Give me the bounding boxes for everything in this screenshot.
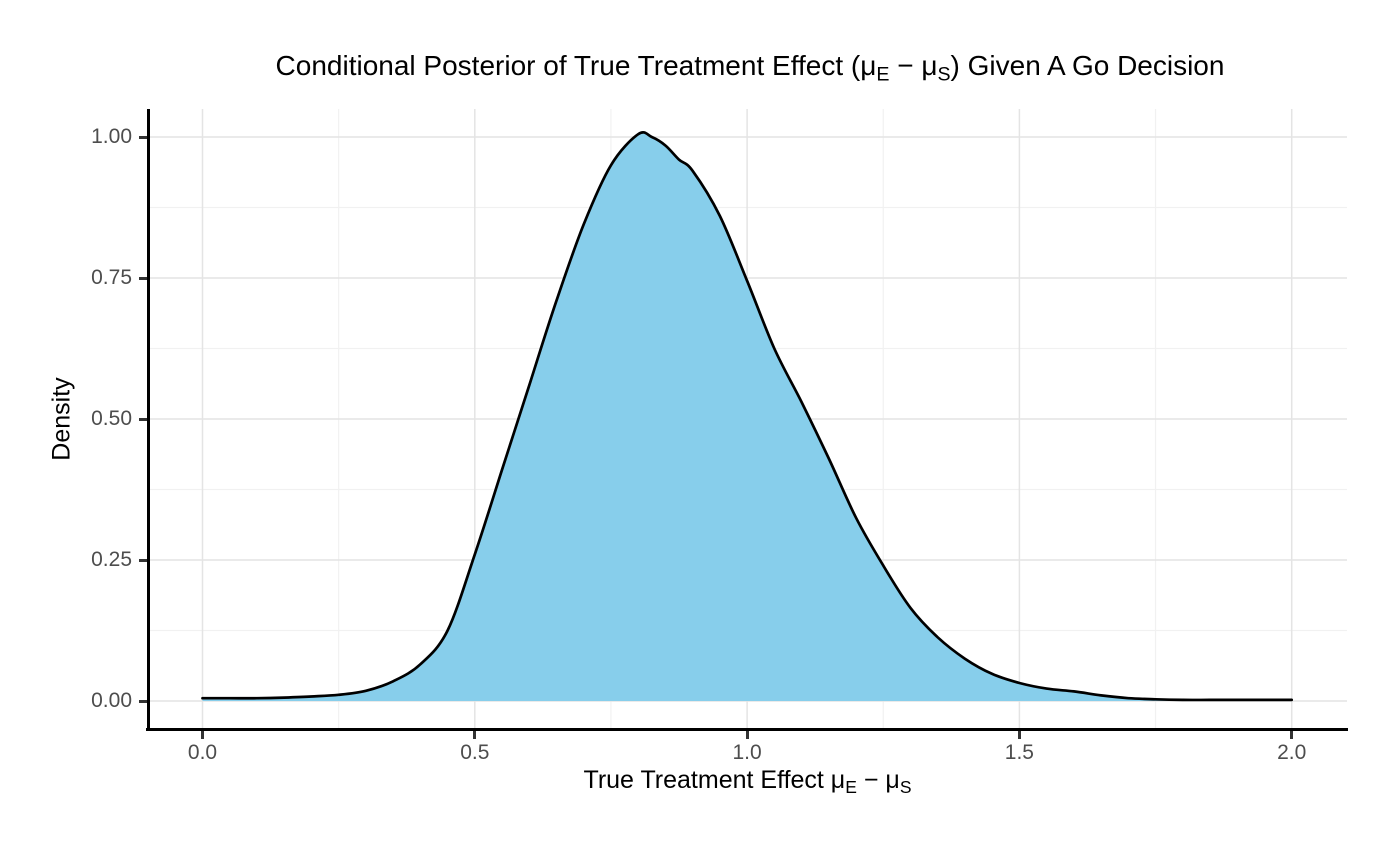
- y-tick-mark: [139, 136, 147, 139]
- chart-title: Conditional Posterior of True Treatment …: [50, 50, 1400, 86]
- x-tick-label: 1.5: [979, 741, 1059, 765]
- y-tick-label: 0.00: [52, 688, 132, 714]
- x-tick-mark: [1290, 731, 1293, 739]
- x-title-subscript-e: E: [845, 777, 857, 797]
- y-tick-label: 0.75: [52, 265, 132, 291]
- title-subscript-s: S: [937, 63, 950, 85]
- x-axis-title: True Treatment Effect μE − μS: [148, 766, 1347, 798]
- x-title-subscript-s: S: [900, 777, 912, 797]
- y-tick-label: 0.25: [52, 547, 132, 573]
- x-tick-label: 0.0: [163, 741, 243, 765]
- x-tick-label: 2.0: [1252, 741, 1332, 765]
- plot-panel: [148, 109, 1347, 729]
- y-tick-mark: [139, 277, 147, 280]
- x-tick-mark: [473, 731, 476, 739]
- y-tick-mark: [139, 559, 147, 562]
- x-tick-label: 1.0: [707, 741, 787, 765]
- title-subscript-e: E: [876, 63, 889, 85]
- y-tick-label: 1.00: [52, 124, 132, 150]
- y-tick-mark: [139, 700, 147, 703]
- x-tick-mark: [1018, 731, 1021, 739]
- y-axis-line: [147, 109, 150, 730]
- y-tick-mark: [139, 418, 147, 421]
- y-axis-title: Density: [48, 377, 77, 460]
- x-tick-label: 0.5: [435, 741, 515, 765]
- x-tick-mark: [201, 731, 204, 739]
- x-tick-mark: [746, 731, 749, 739]
